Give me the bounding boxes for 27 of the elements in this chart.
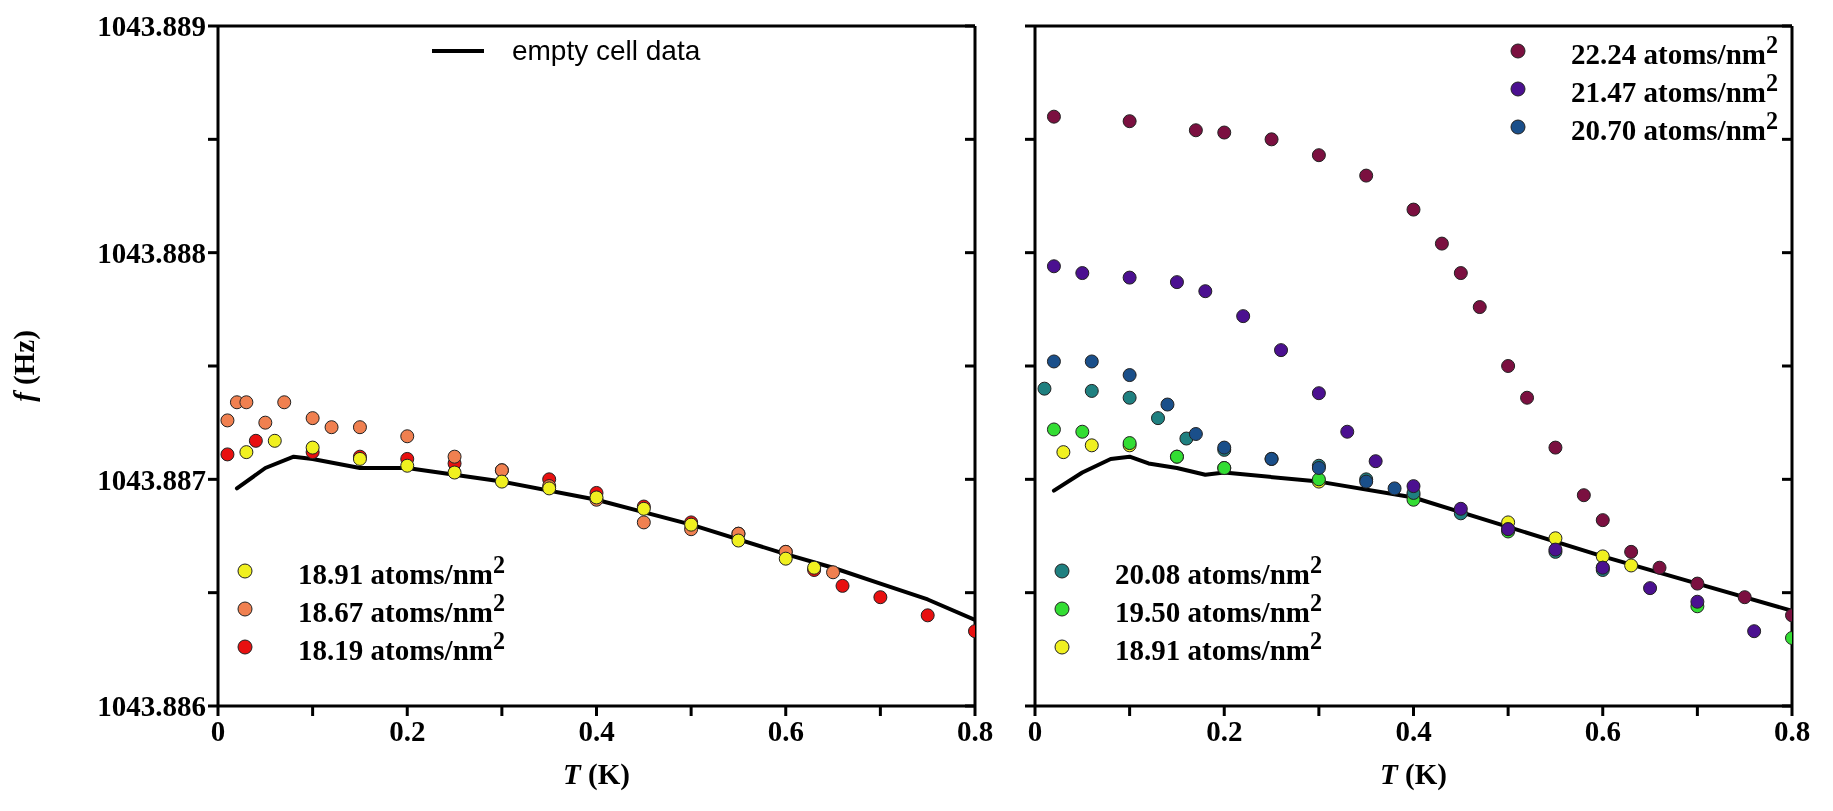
y-tick-label: 1043.888 xyxy=(97,236,206,269)
x-tick-label: 0.2 xyxy=(389,714,426,747)
legend-label: 21.47 atoms/nm$^{2}$ xyxy=(1570,69,1778,109)
legend-label: 22.24 atoms/nm$^{2}$ xyxy=(1570,31,1778,71)
x-axis-title: T (K) xyxy=(1380,758,1447,791)
legend-label: 18.91 atoms/nm$^{2}$ xyxy=(1115,627,1323,667)
legend-label: 20.08 atoms/nm$^{2}$ xyxy=(1115,551,1323,591)
x-tick-label: 0 xyxy=(1027,714,1043,747)
x-tick-label: 0.6 xyxy=(1584,714,1621,747)
x-axis-title: T (K) xyxy=(563,758,630,791)
x-tick-label: 0.8 xyxy=(1773,714,1811,747)
legend-label: 19.50 atoms/nm$^{2}$ xyxy=(1115,589,1323,629)
x-tick-label: 0.8 xyxy=(956,714,994,747)
x-tick-label: 0.2 xyxy=(1206,714,1243,747)
y-tick-label: 1043.889 xyxy=(97,10,206,43)
y-tick-label: 1043.887 xyxy=(97,463,206,496)
x-tick-label: 0.4 xyxy=(1395,714,1432,747)
x-tick-label: 0 xyxy=(210,714,226,747)
legend-label: 20.70 atoms/nm$^{2}$ xyxy=(1570,107,1778,147)
legend-label: 18.67 atoms/nm$^{2}$ xyxy=(298,589,506,629)
legend-label: 18.19 atoms/nm$^{2}$ xyxy=(298,627,506,667)
x-tick-label: 0.4 xyxy=(578,714,615,747)
x-tick-label: 0.6 xyxy=(767,714,804,747)
legend-label: empty cell data xyxy=(511,35,701,67)
y-axis-title: f (Hz) xyxy=(8,330,41,402)
legend-label: 18.91 atoms/nm$^{2}$ xyxy=(298,551,506,591)
y-tick-label: 1043.886 xyxy=(97,690,206,723)
